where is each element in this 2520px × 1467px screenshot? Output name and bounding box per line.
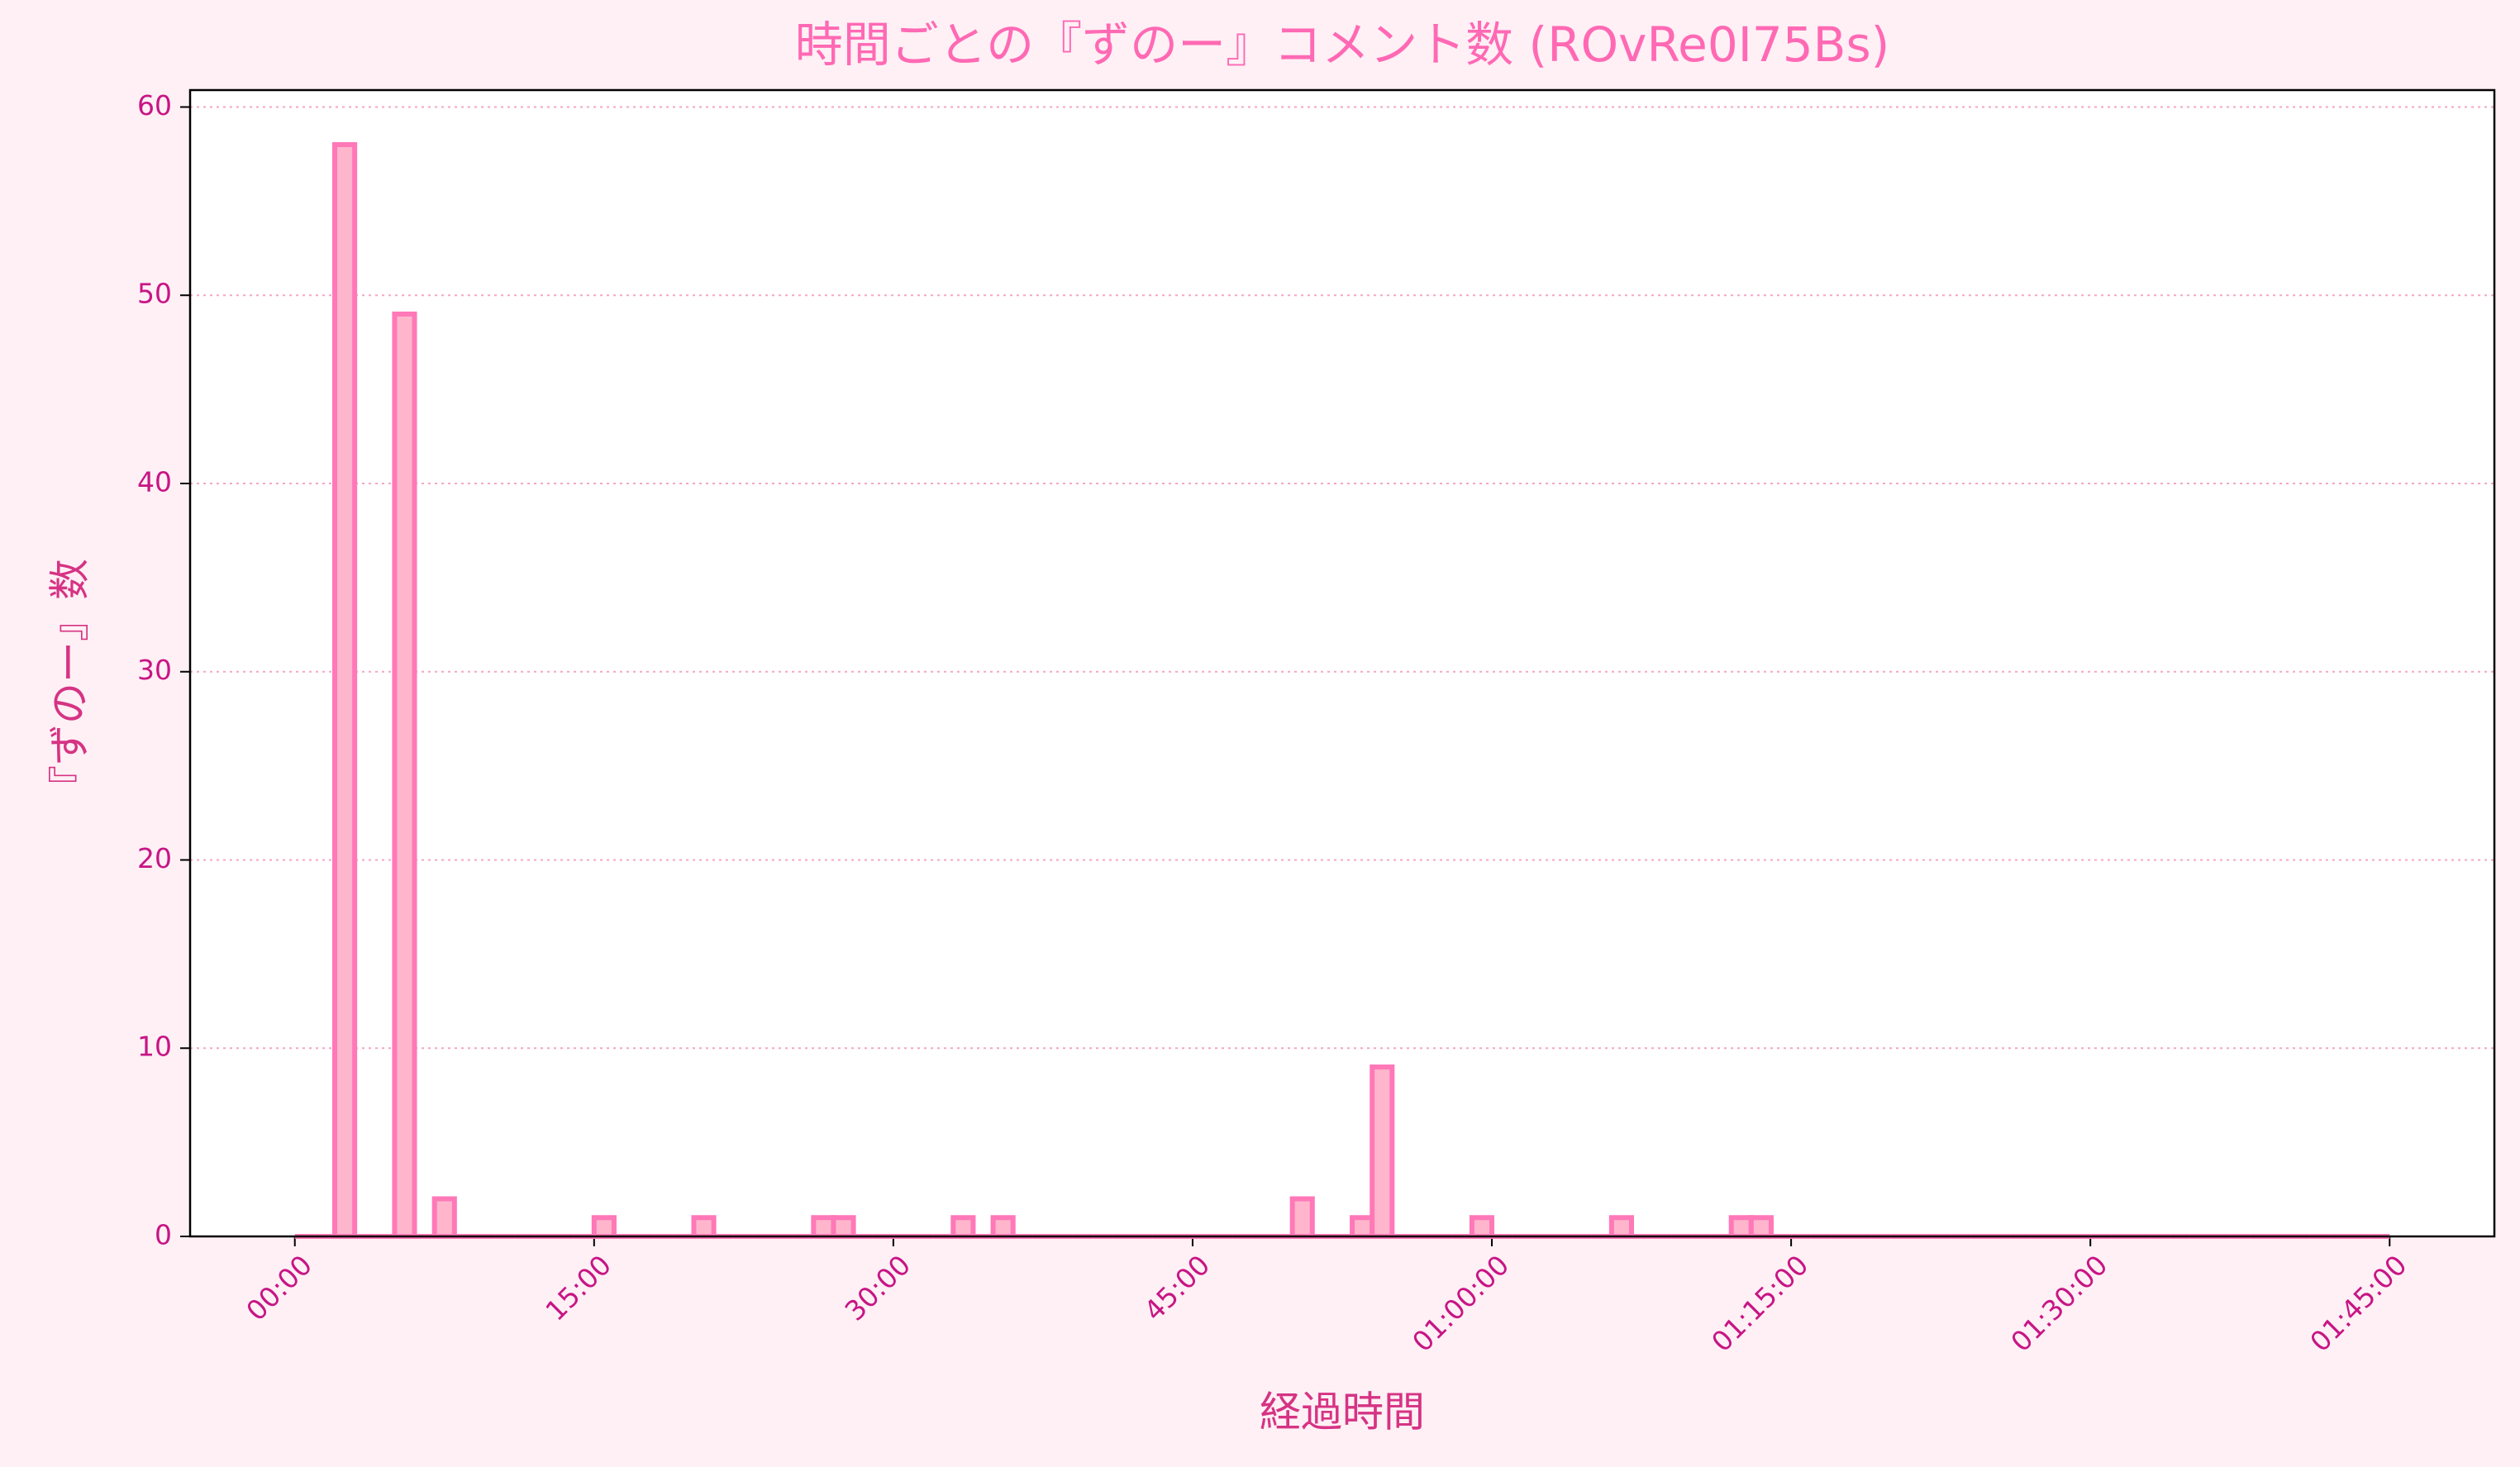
y-tick-label: 30 (137, 654, 172, 686)
bar (950, 1215, 976, 1239)
bar (811, 1215, 836, 1239)
bar (691, 1215, 717, 1239)
y-tick-label: 40 (137, 465, 172, 498)
bar (1608, 1215, 1635, 1239)
y-tick-label: 60 (137, 89, 172, 121)
bar (1350, 1215, 1375, 1239)
bar (1289, 1196, 1315, 1239)
bar (431, 1196, 457, 1239)
bar (831, 1215, 856, 1239)
bar (1370, 1065, 1395, 1239)
y-tick-label: 50 (137, 278, 172, 310)
bar (1748, 1215, 1774, 1239)
bar (332, 142, 358, 1239)
plot-area (190, 90, 2494, 1236)
bar (1469, 1215, 1495, 1239)
y-tick-label: 0 (155, 1219, 172, 1251)
bar (591, 1215, 617, 1239)
bar (1728, 1215, 1754, 1239)
y-tick-label: 10 (137, 1031, 172, 1063)
y-tick-label: 20 (137, 842, 172, 874)
bar (392, 312, 417, 1239)
axes-frame (188, 88, 2496, 1238)
chart-title: 時間ごとの『ずのー』コメント数 (ROvRe0I75Bs) (795, 17, 1890, 73)
y-axis-label: 『ずのー』数 (46, 559, 94, 807)
bar (990, 1215, 1016, 1239)
x-axis-label: 経過時間 (1260, 1388, 1425, 1436)
